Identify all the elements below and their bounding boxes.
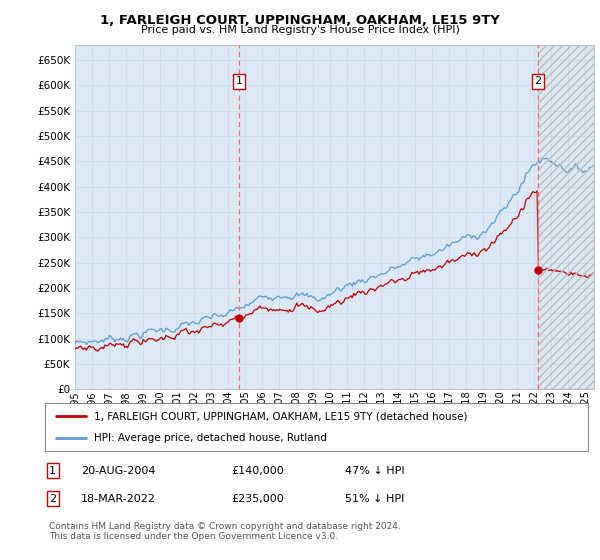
Text: 1: 1 <box>49 466 56 476</box>
Text: 1, FARLEIGH COURT, UPPINGHAM, OAKHAM, LE15 9TY: 1, FARLEIGH COURT, UPPINGHAM, OAKHAM, LE… <box>100 14 500 27</box>
Text: £235,000: £235,000 <box>231 494 284 504</box>
Text: 47% ↓ HPI: 47% ↓ HPI <box>345 466 404 476</box>
Text: Contains HM Land Registry data © Crown copyright and database right 2024.
This d: Contains HM Land Registry data © Crown c… <box>49 522 401 542</box>
Text: 18-MAR-2022: 18-MAR-2022 <box>81 494 156 504</box>
Text: 1, FARLEIGH COURT, UPPINGHAM, OAKHAM, LE15 9TY (detached house): 1, FARLEIGH COURT, UPPINGHAM, OAKHAM, LE… <box>94 411 467 421</box>
Text: 2: 2 <box>535 77 542 86</box>
Text: 1: 1 <box>236 77 242 86</box>
Text: 51% ↓ HPI: 51% ↓ HPI <box>345 494 404 504</box>
Bar <box>538 45 594 389</box>
Text: 20-AUG-2004: 20-AUG-2004 <box>81 466 155 476</box>
Text: HPI: Average price, detached house, Rutland: HPI: Average price, detached house, Rutl… <box>94 433 327 443</box>
Text: 2: 2 <box>49 494 56 504</box>
Text: Price paid vs. HM Land Registry's House Price Index (HPI): Price paid vs. HM Land Registry's House … <box>140 25 460 35</box>
Text: £140,000: £140,000 <box>231 466 284 476</box>
